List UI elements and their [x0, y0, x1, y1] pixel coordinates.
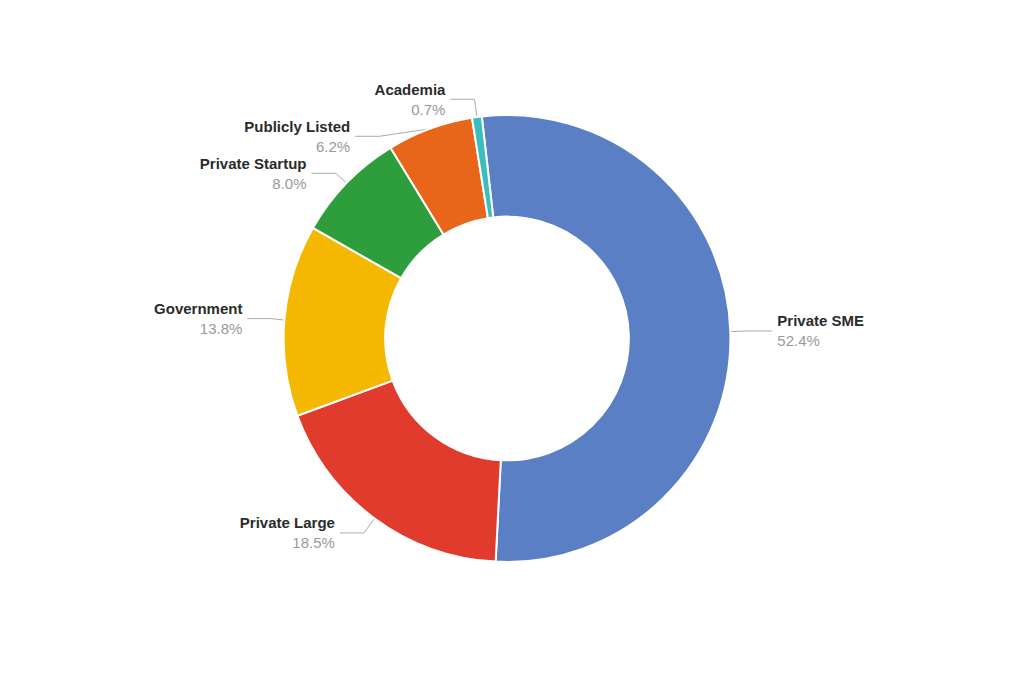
svg-text:Private Startup: Private Startup — [200, 155, 307, 172]
svg-text:18.5%: 18.5% — [292, 534, 335, 551]
svg-text:Private Large: Private Large — [240, 514, 335, 531]
svg-text:8.0%: 8.0% — [272, 175, 306, 192]
svg-text:13.8%: 13.8% — [200, 320, 243, 337]
svg-text:Private SME: Private SME — [777, 312, 864, 329]
svg-text:6.2%: 6.2% — [316, 138, 350, 155]
svg-text:52.4%: 52.4% — [777, 332, 820, 349]
svg-text:Government: Government — [154, 300, 242, 317]
svg-text:Publicly Listed: Publicly Listed — [244, 118, 350, 135]
svg-text:0.7%: 0.7% — [411, 101, 445, 118]
svg-text:Academia: Academia — [375, 81, 447, 98]
